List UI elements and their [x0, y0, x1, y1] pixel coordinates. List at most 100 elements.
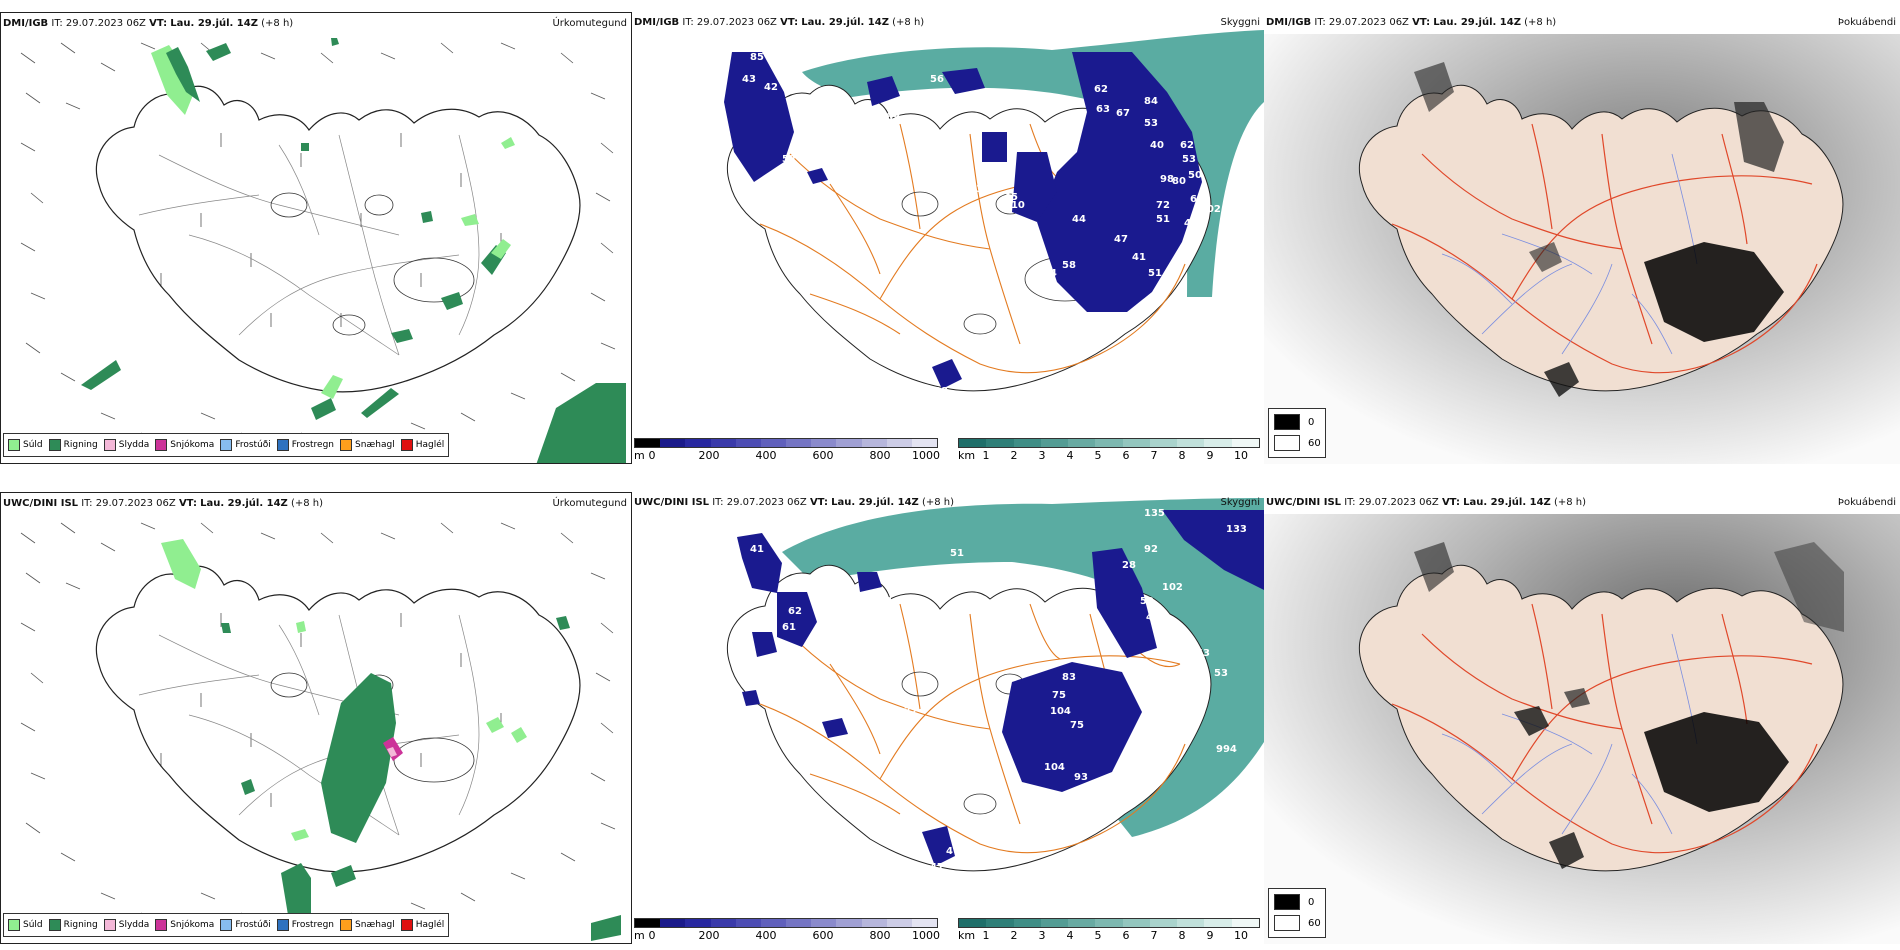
visibility-scale: km 1 2 3 4 5 6 7 8 9 10: [958, 438, 1260, 462]
legend-item: Haglél: [400, 919, 444, 931]
rain-area: [311, 398, 336, 420]
cloud-base-label: 47: [1114, 234, 1128, 245]
fog-area: [1774, 542, 1844, 632]
cloud-base-label: 84: [1144, 96, 1158, 107]
cloud-base-label: 41: [750, 544, 764, 555]
sleet-area: [387, 747, 397, 757]
precip-map: [20, 38, 626, 463]
cloud-base-label: 92: [1144, 544, 1158, 555]
legend-item: Súld: [8, 439, 43, 451]
precip-panel-row2: UWC/DINI ISL IT: 29.07.2023 06Z VT: Lau.…: [0, 492, 632, 944]
fog-area: [1414, 542, 1454, 592]
cloud-base-label: 191: [856, 618, 877, 629]
cloud-base-label: 46: [1156, 766, 1170, 777]
cloud-base-label: 85: [750, 52, 764, 63]
cloud-base-label: 44: [1072, 214, 1086, 225]
visibility-scale: km 1 2 3 4 5 6 7 8 9 10: [958, 918, 1260, 942]
rain-area: [391, 329, 413, 343]
cloud-base-label: 53: [1182, 154, 1196, 165]
cloud-base-label: 53: [1144, 118, 1158, 129]
cloud-base-label: 45: [1004, 192, 1018, 203]
precip-map: [20, 522, 621, 941]
rain-area: [331, 865, 356, 887]
legend-item: Rigning: [48, 919, 98, 931]
legend-item: Snjókoma: [155, 439, 214, 451]
cloud-base-label: 62: [1094, 84, 1108, 95]
cloud-base-label: 43: [1146, 612, 1160, 623]
cloud-base-label: 102: [1162, 582, 1183, 593]
legend-item: Slydda: [103, 919, 149, 931]
visibility-panel-row2: 135 133 41 40 62 61 83 191 40 51 92 28 102 59 43 55 53 53…: [632, 492, 1264, 944]
cloud-base-label: 41: [1132, 252, 1146, 263]
cloud-base-label: 58: [1062, 798, 1076, 809]
cloud-base-label: 62: [1180, 140, 1194, 151]
legend-item: Súld: [8, 919, 43, 931]
cloud-base-label: 28: [1122, 560, 1136, 571]
cloud-base-label: 53: [1214, 668, 1228, 679]
panel-type-label: Þokuábendi: [1837, 17, 1896, 28]
cloud-base-label: 63: [1096, 104, 1110, 115]
cloud-base-label: 55: [1172, 634, 1186, 645]
panel-type-label: Skyggni: [1220, 497, 1260, 508]
legend-item: Snæhagl: [340, 439, 395, 451]
cloud-base-label: 70: [942, 250, 956, 261]
rain-area: [221, 623, 231, 633]
drizzle-area: [161, 539, 201, 589]
rain-area: [361, 388, 399, 418]
drizzle-area: [296, 621, 306, 633]
cloud-base-label: 40: [810, 580, 824, 591]
cloud-base-label: 59: [1140, 596, 1154, 607]
fog-area: [1544, 362, 1579, 397]
cloud-base-label: 40: [1150, 140, 1164, 151]
cloud-area-offshore: [1162, 510, 1264, 590]
cloud-base-label: 62: [788, 606, 802, 617]
fog-panel-row1: DMI/IGB IT: 29.07.2023 06Z VT: Lau. 29.j…: [1264, 12, 1900, 464]
visibility-panel-row1: 85 43 42 43 52 47 56 62 63 67 84 53 40 62 53 50 60 98 80 72…: [632, 12, 1264, 464]
panel-header: UWC/DINI ISL IT: 29.07.2023 06Z VT: Lau.…: [1266, 497, 1587, 508]
sea-fog: [782, 498, 1264, 837]
cloud-base-label: 40: [854, 634, 868, 645]
cloud-base-label: 51: [1148, 268, 1162, 279]
low-cloud-areas: [724, 52, 1202, 389]
drizzle-area: [321, 375, 343, 399]
cloud-base-label: 47: [946, 846, 960, 857]
panel-type-label: Úrkomutegund: [552, 18, 627, 29]
cloud-base-label: 43: [742, 74, 756, 85]
panel-header: DMI/IGB IT: 29.07.2023 06Z VT: Lau. 29.j…: [634, 17, 925, 28]
fog-area: [1549, 832, 1584, 869]
rain-area: [441, 292, 463, 310]
drizzle-area: [501, 137, 515, 149]
cloud-base-label: 43: [800, 116, 814, 127]
cloud-base-label: 135: [1144, 508, 1165, 519]
cloud-base-label: 133: [1226, 524, 1247, 535]
cloud-base-label: 30: [976, 184, 990, 195]
cloud-base-label: 104: [1050, 706, 1071, 717]
panel-header: UWC/DINI ISL IT: 29.07.2023 06Z VT: Lau.…: [634, 497, 955, 508]
fog-legend: 0 60: [1268, 408, 1326, 458]
cloud-base-label: 104: [1044, 762, 1065, 773]
panel-type-label: Skyggni: [1220, 17, 1260, 28]
cloud-base-label: 39: [1148, 714, 1162, 725]
drizzle-area: [491, 239, 511, 259]
rain-area: [206, 43, 231, 61]
drizzle-area: [461, 214, 479, 226]
fog-area: [1734, 102, 1784, 172]
drizzle-area: [511, 727, 527, 743]
rain-area: [166, 47, 200, 102]
legend-item: Frostúði: [220, 919, 271, 931]
cloud-base-label: 38: [934, 386, 948, 397]
fog-indicator-map: [1264, 514, 1900, 944]
rain-area: [321, 673, 396, 843]
cloud-base-label: 75: [1052, 690, 1066, 701]
precip-legend: Súld Rigning Slydda Snjókoma Frostúði Fr…: [3, 433, 450, 457]
drizzle-area: [291, 829, 309, 841]
cloud-base-label: 80: [1172, 176, 1186, 187]
legend-item: Haglél: [400, 439, 444, 451]
panel-type-label: Úrkomutegund: [552, 498, 627, 509]
rain-area: [421, 211, 433, 223]
cloud-base-label: 110: [1004, 200, 1025, 211]
legend-item: Snjókoma: [155, 919, 214, 931]
cloud-base-label: 83: [1062, 672, 1076, 683]
panel-type-label: Þokuábendi: [1837, 497, 1896, 508]
